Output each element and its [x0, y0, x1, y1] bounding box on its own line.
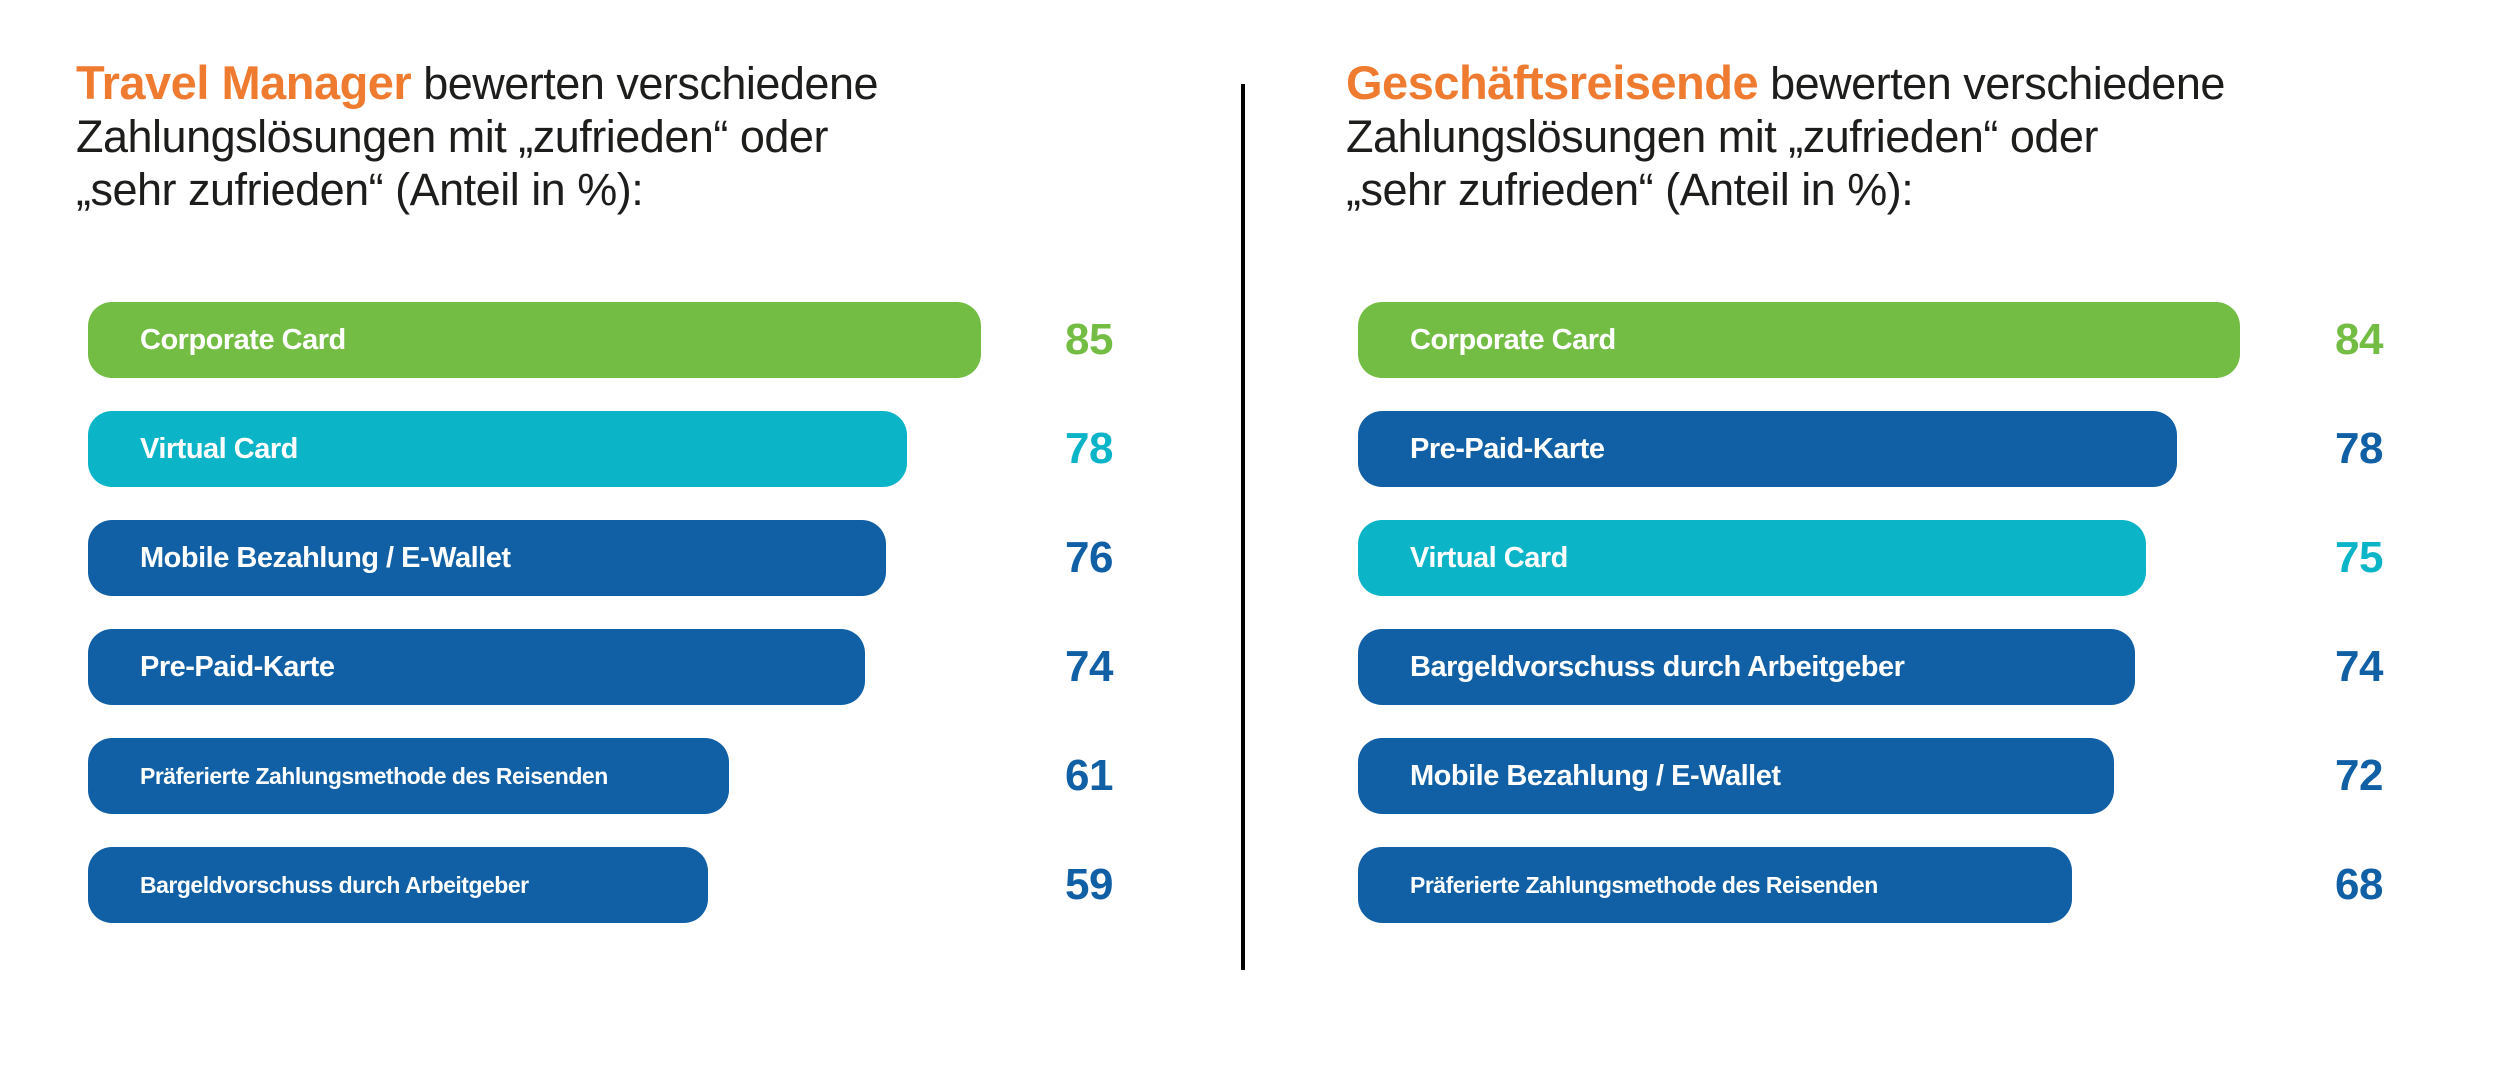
geschaeftsreisende-panel: Geschäftsreisende bewerten verschiedene …	[1346, 56, 2496, 956]
bar-value: 75	[2335, 533, 2383, 582]
bar-rows: Corporate Card 85 Virtual Card 78 Mobile Bez…	[88, 302, 1226, 923]
panel-title-highlight: Travel Manager	[76, 56, 412, 109]
bar-row: Corporate Card 85	[88, 302, 1226, 378]
bar-value: 78	[1065, 424, 1113, 473]
bar: Bargeldvorschuss durch Arbeitgeber	[88, 847, 708, 923]
bar: Pre-Paid-Karte	[1358, 411, 2177, 487]
bar-label: Virtual Card	[1410, 541, 1568, 574]
bar-row: Virtual Card 78	[88, 411, 1226, 487]
bar-label: Präferierte Zahlungsmethode des Reisende…	[1410, 871, 1878, 898]
bar-track: Bargeldvorschuss durch Arbeitgeber	[1358, 629, 2333, 705]
bar-label: Virtual Card	[140, 432, 298, 465]
bar-label: Präferierte Zahlungsmethode des Reisende…	[140, 762, 608, 789]
panel-title: Travel Manager bewerten verschiedene Zah…	[76, 56, 879, 215]
bar-label: Corporate Card	[140, 323, 346, 356]
bar-row: Mobile Bezahlung / E-Wallet 76	[88, 520, 1226, 596]
bar-label: Pre-Paid-Karte	[140, 650, 335, 683]
bar: Bargeldvorschuss durch Arbeitgeber	[1358, 629, 2135, 705]
bar-row: Corporate Card 84	[1358, 302, 2496, 378]
bar-value: 76	[1065, 533, 1113, 582]
bar-value: 78	[2335, 424, 2383, 473]
vertical-divider	[1241, 84, 1245, 970]
bar: Mobile Bezahlung / E-Wallet	[88, 520, 886, 596]
bar-label: Bargeldvorschuss durch Arbeitgeber	[140, 871, 529, 898]
bar-track: Pre-Paid-Karte	[88, 629, 1063, 705]
bar-row: Präferierte Zahlungsmethode des Reisende…	[88, 738, 1226, 814]
bar-track: Virtual Card	[88, 411, 1063, 487]
panel-title-highlight: Geschäftsreisende	[1346, 56, 1759, 109]
bar-value: 61	[1065, 751, 1113, 800]
bar-value: 74	[2335, 642, 2383, 691]
bar-row: Mobile Bezahlung / E-Wallet 72	[1358, 738, 2496, 814]
bar-label: Mobile Bezahlung / E-Wallet	[1410, 759, 1781, 792]
bar-label: Mobile Bezahlung / E-Wallet	[140, 541, 511, 574]
bar: Virtual Card	[1358, 520, 2146, 596]
bar-row: Pre-Paid-Karte 74	[88, 629, 1226, 705]
bar-row: Pre-Paid-Karte 78	[1358, 411, 2496, 487]
bar: Virtual Card	[88, 411, 907, 487]
bar-rows: Corporate Card 84 Pre-Paid-Karte 78 Virtual …	[1358, 302, 2496, 923]
bar-label: Bargeldvorschuss durch Arbeitgeber	[1410, 650, 1905, 683]
bar-row: Bargeldvorschuss durch Arbeitgeber 74	[1358, 629, 2496, 705]
bar-track: Virtual Card	[1358, 520, 2333, 596]
bar: Pre-Paid-Karte	[88, 629, 865, 705]
travel-manager-panel: Travel Manager bewerten verschiedene Zah…	[76, 56, 1226, 956]
bar-label: Pre-Paid-Karte	[1410, 432, 1605, 465]
bar-track: Corporate Card	[1358, 302, 2333, 378]
bar: Corporate Card	[1358, 302, 2240, 378]
bar: Präferierte Zahlungsmethode des Reisende…	[88, 738, 729, 814]
bar-track: Präferierte Zahlungsmethode des Reisende…	[88, 738, 1063, 814]
bar: Corporate Card	[88, 302, 981, 378]
bar-value: 59	[1065, 860, 1113, 909]
bar-row: Bargeldvorschuss durch Arbeitgeber 59	[88, 847, 1226, 923]
bar-row: Virtual Card 75	[1358, 520, 2496, 596]
panel-title: Geschäftsreisende bewerten verschiedene …	[1346, 56, 2225, 215]
bar-track: Bargeldvorschuss durch Arbeitgeber	[88, 847, 1063, 923]
bar-label: Corporate Card	[1410, 323, 1616, 356]
bar-track: Corporate Card	[88, 302, 1063, 378]
bar-value: 68	[2335, 860, 2383, 909]
bar-value: 72	[2335, 751, 2383, 800]
bar-row: Präferierte Zahlungsmethode des Reisende…	[1358, 847, 2496, 923]
bar-value: 85	[1065, 315, 1113, 364]
bar-track: Pre-Paid-Karte	[1358, 411, 2333, 487]
bar: Präferierte Zahlungsmethode des Reisende…	[1358, 847, 2072, 923]
bar-track: Mobile Bezahlung / E-Wallet	[88, 520, 1063, 596]
bar: Mobile Bezahlung / E-Wallet	[1358, 738, 2114, 814]
bar-track: Mobile Bezahlung / E-Wallet	[1358, 738, 2333, 814]
bar-track: Präferierte Zahlungsmethode des Reisende…	[1358, 847, 2333, 923]
bar-value: 84	[2335, 315, 2383, 364]
bar-value: 74	[1065, 642, 1113, 691]
